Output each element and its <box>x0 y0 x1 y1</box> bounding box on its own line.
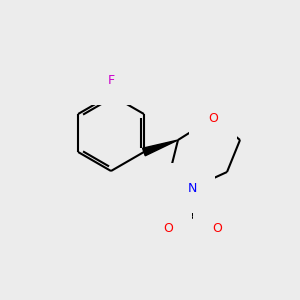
Text: O: O <box>163 221 173 235</box>
Polygon shape <box>142 140 178 156</box>
Text: F: F <box>107 74 115 86</box>
Text: O: O <box>208 112 218 124</box>
Text: O: O <box>212 221 222 235</box>
Text: N: N <box>187 182 197 194</box>
